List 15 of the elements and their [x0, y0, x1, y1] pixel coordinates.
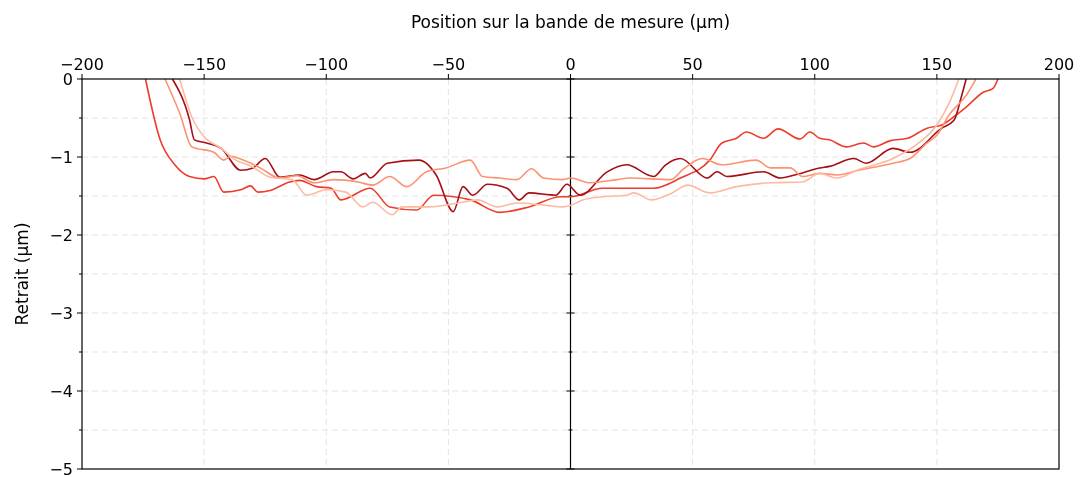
x-tick-label: 150	[921, 55, 953, 74]
y-tick-label: −3	[49, 303, 73, 323]
y-tick-label: −1	[49, 147, 73, 167]
x-tick-label: −100	[304, 55, 349, 74]
x-tick-label: 200	[1043, 55, 1075, 74]
x-tick-label: 50	[682, 55, 703, 74]
x-axis-title: Position sur la bande de mesure (µm)	[410, 12, 731, 32]
y-tick-label: −4	[49, 381, 73, 401]
y-tick-label: −5	[49, 459, 73, 477]
y-axis-title: Retrait (µm)	[12, 222, 32, 326]
x-tick-label: 0	[565, 55, 576, 74]
x-tick-label: −150	[182, 55, 227, 74]
x-tick-label: −50	[431, 55, 466, 74]
x-tick-label: 100	[799, 55, 831, 74]
y-tick-label: −2	[49, 225, 73, 245]
